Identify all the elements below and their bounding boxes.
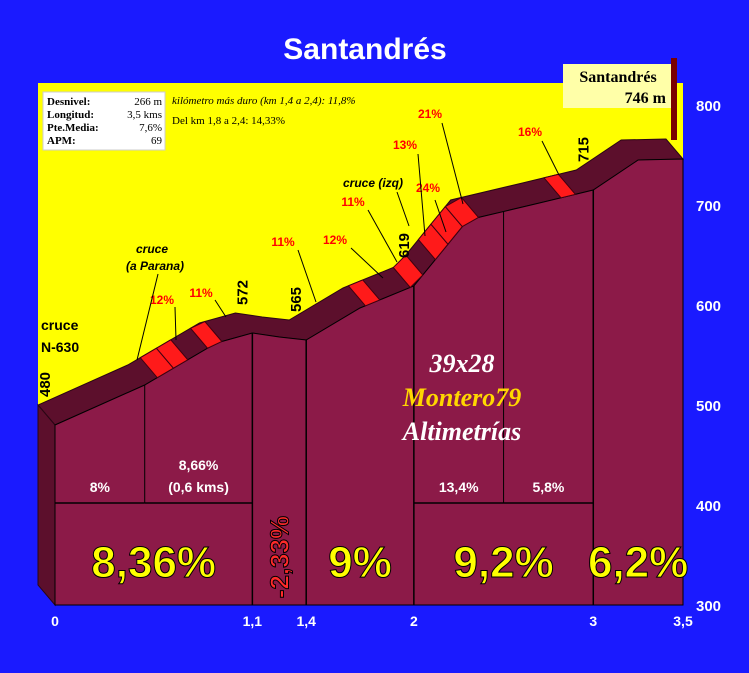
altitude-label-3: 619 bbox=[396, 233, 413, 258]
steep-block-4 bbox=[392, 254, 424, 289]
x-tick-2: 1,4 bbox=[296, 613, 316, 629]
subsegment-gradient-2: 13,4% bbox=[439, 479, 479, 495]
steep-leader-1 bbox=[214, 299, 227, 318]
stat-value-pendiente: 7,6% bbox=[139, 122, 162, 134]
stat-label-desnivel: Desnivel: bbox=[47, 96, 90, 108]
steep-percent-0: 12% bbox=[150, 293, 174, 307]
steep-leader-3 bbox=[350, 247, 384, 279]
y-tick-600: 600 bbox=[696, 298, 721, 315]
y-tick-800: 800 bbox=[696, 98, 721, 115]
segment-gradient-4: 6,2% bbox=[588, 538, 688, 587]
segment-gradient-2: 9% bbox=[328, 538, 392, 587]
steep-percent-6: 24% bbox=[416, 181, 440, 195]
steep-percent-8: 16% bbox=[518, 125, 542, 139]
subsegment-length-1: (0,6 kms) bbox=[168, 479, 229, 495]
note-km-1-8: Del km 1,8 a 2,4: 14,33% bbox=[172, 115, 285, 127]
x-tick-3: 2 bbox=[410, 613, 418, 629]
annotation-cruce-parana-line2: (a Parana) bbox=[126, 259, 184, 273]
subsegment-gradient-3: 5,8% bbox=[532, 479, 564, 495]
annotation-cruce-n630-line1: cruce bbox=[41, 317, 79, 333]
annotation-leader-parana bbox=[136, 273, 159, 361]
segments-layer: 8,36% -2,33% 9% 9,2% 6,2% 8% 8,66% (0,6 kms) 13,… bbox=[55, 190, 689, 605]
altitude-label-1: 572 bbox=[234, 280, 251, 305]
summit-name: Santandrés bbox=[579, 69, 656, 86]
y-tick-700: 700 bbox=[696, 198, 721, 215]
subsegment-gradient-0: 8% bbox=[90, 479, 111, 495]
steep-block-3 bbox=[347, 279, 381, 307]
altitude-label-2: 565 bbox=[288, 287, 305, 312]
x-tick-4: 3 bbox=[589, 613, 597, 629]
axes-layer: 300 400 500 600 700 800 0 1,1 1,4 2 3 3,5 bbox=[51, 98, 721, 629]
summit-altitude: 746 m bbox=[625, 90, 667, 107]
steep-leader-8 bbox=[541, 140, 560, 176]
annotation-cruce-n630-line2: N-630 bbox=[41, 339, 79, 355]
stat-value-desnivel: 266 m bbox=[134, 96, 162, 108]
altitude-label-4: 715 bbox=[575, 137, 592, 162]
note-hardest-km: kilómetro más duro (km 1,4 a 2,4): 11,8% bbox=[172, 95, 356, 107]
stat-value-apm: 69 bbox=[151, 135, 163, 147]
annotation-cruce-izq: cruce (izq) bbox=[343, 176, 403, 190]
annotation-leader-izq bbox=[396, 191, 410, 227]
x-tick-0: 0 bbox=[51, 613, 59, 629]
labels-layer: 480 572 565 619 715 12% 11% 11% 12% 11% 13% 24% 21% 1… bbox=[37, 107, 592, 397]
segment-gradient-1: -2,33% bbox=[264, 516, 294, 598]
segment-gradient-3: 9,2% bbox=[453, 538, 553, 587]
stats-box: Desnivel: 266 m Longitud: 3,5 kms Pte.Me… bbox=[42, 91, 166, 151]
steep-leader-4 bbox=[367, 209, 398, 263]
y-tick-500: 500 bbox=[696, 398, 721, 415]
steep-leader-5 bbox=[417, 153, 426, 237]
stat-value-longitud: 3,5 kms bbox=[127, 109, 162, 121]
y-tick-300: 300 bbox=[696, 598, 721, 615]
stat-label-pendiente: Pte.Media: bbox=[47, 122, 99, 134]
watermark-author: Montero79 bbox=[402, 383, 521, 412]
altitude-label-0: 480 bbox=[37, 372, 54, 397]
steep-leader-6 bbox=[434, 199, 447, 233]
steep-blocks-layer bbox=[139, 173, 577, 379]
steep-percent-2: 11% bbox=[271, 235, 295, 249]
subsegment-gradient-1: 8,66% bbox=[179, 457, 219, 473]
watermark-gear: 39x28 bbox=[429, 349, 495, 378]
steep-block-1 bbox=[155, 339, 189, 369]
steep-percent-5: 13% bbox=[393, 138, 417, 152]
x-tick-5: 3,5 bbox=[673, 613, 693, 629]
steep-block-2 bbox=[189, 320, 223, 349]
steep-percent-4: 11% bbox=[341, 195, 365, 209]
summit-box: Santandrés 746 m bbox=[563, 58, 677, 140]
steep-leader-7 bbox=[441, 122, 464, 205]
annotation-cruce-parana-line1: cruce bbox=[136, 242, 168, 256]
stat-label-apm: APM: bbox=[47, 135, 76, 147]
profile-side-face bbox=[37, 403, 56, 607]
chart-title: Santandrés bbox=[283, 33, 446, 66]
stat-label-longitud: Longitud: bbox=[47, 109, 94, 121]
x-tick-1: 1,1 bbox=[243, 613, 263, 629]
y-tick-400: 400 bbox=[696, 498, 721, 515]
steep-percent-7: 21% bbox=[418, 107, 442, 121]
segment-gradient-0: 8,36% bbox=[91, 538, 216, 587]
steep-leader-0 bbox=[174, 306, 177, 341]
steep-percent-1: 11% bbox=[189, 286, 213, 300]
steep-leader-2 bbox=[297, 249, 317, 303]
steep-percent-3: 12% bbox=[323, 233, 347, 247]
watermark-site: Altimetrías bbox=[401, 417, 521, 446]
